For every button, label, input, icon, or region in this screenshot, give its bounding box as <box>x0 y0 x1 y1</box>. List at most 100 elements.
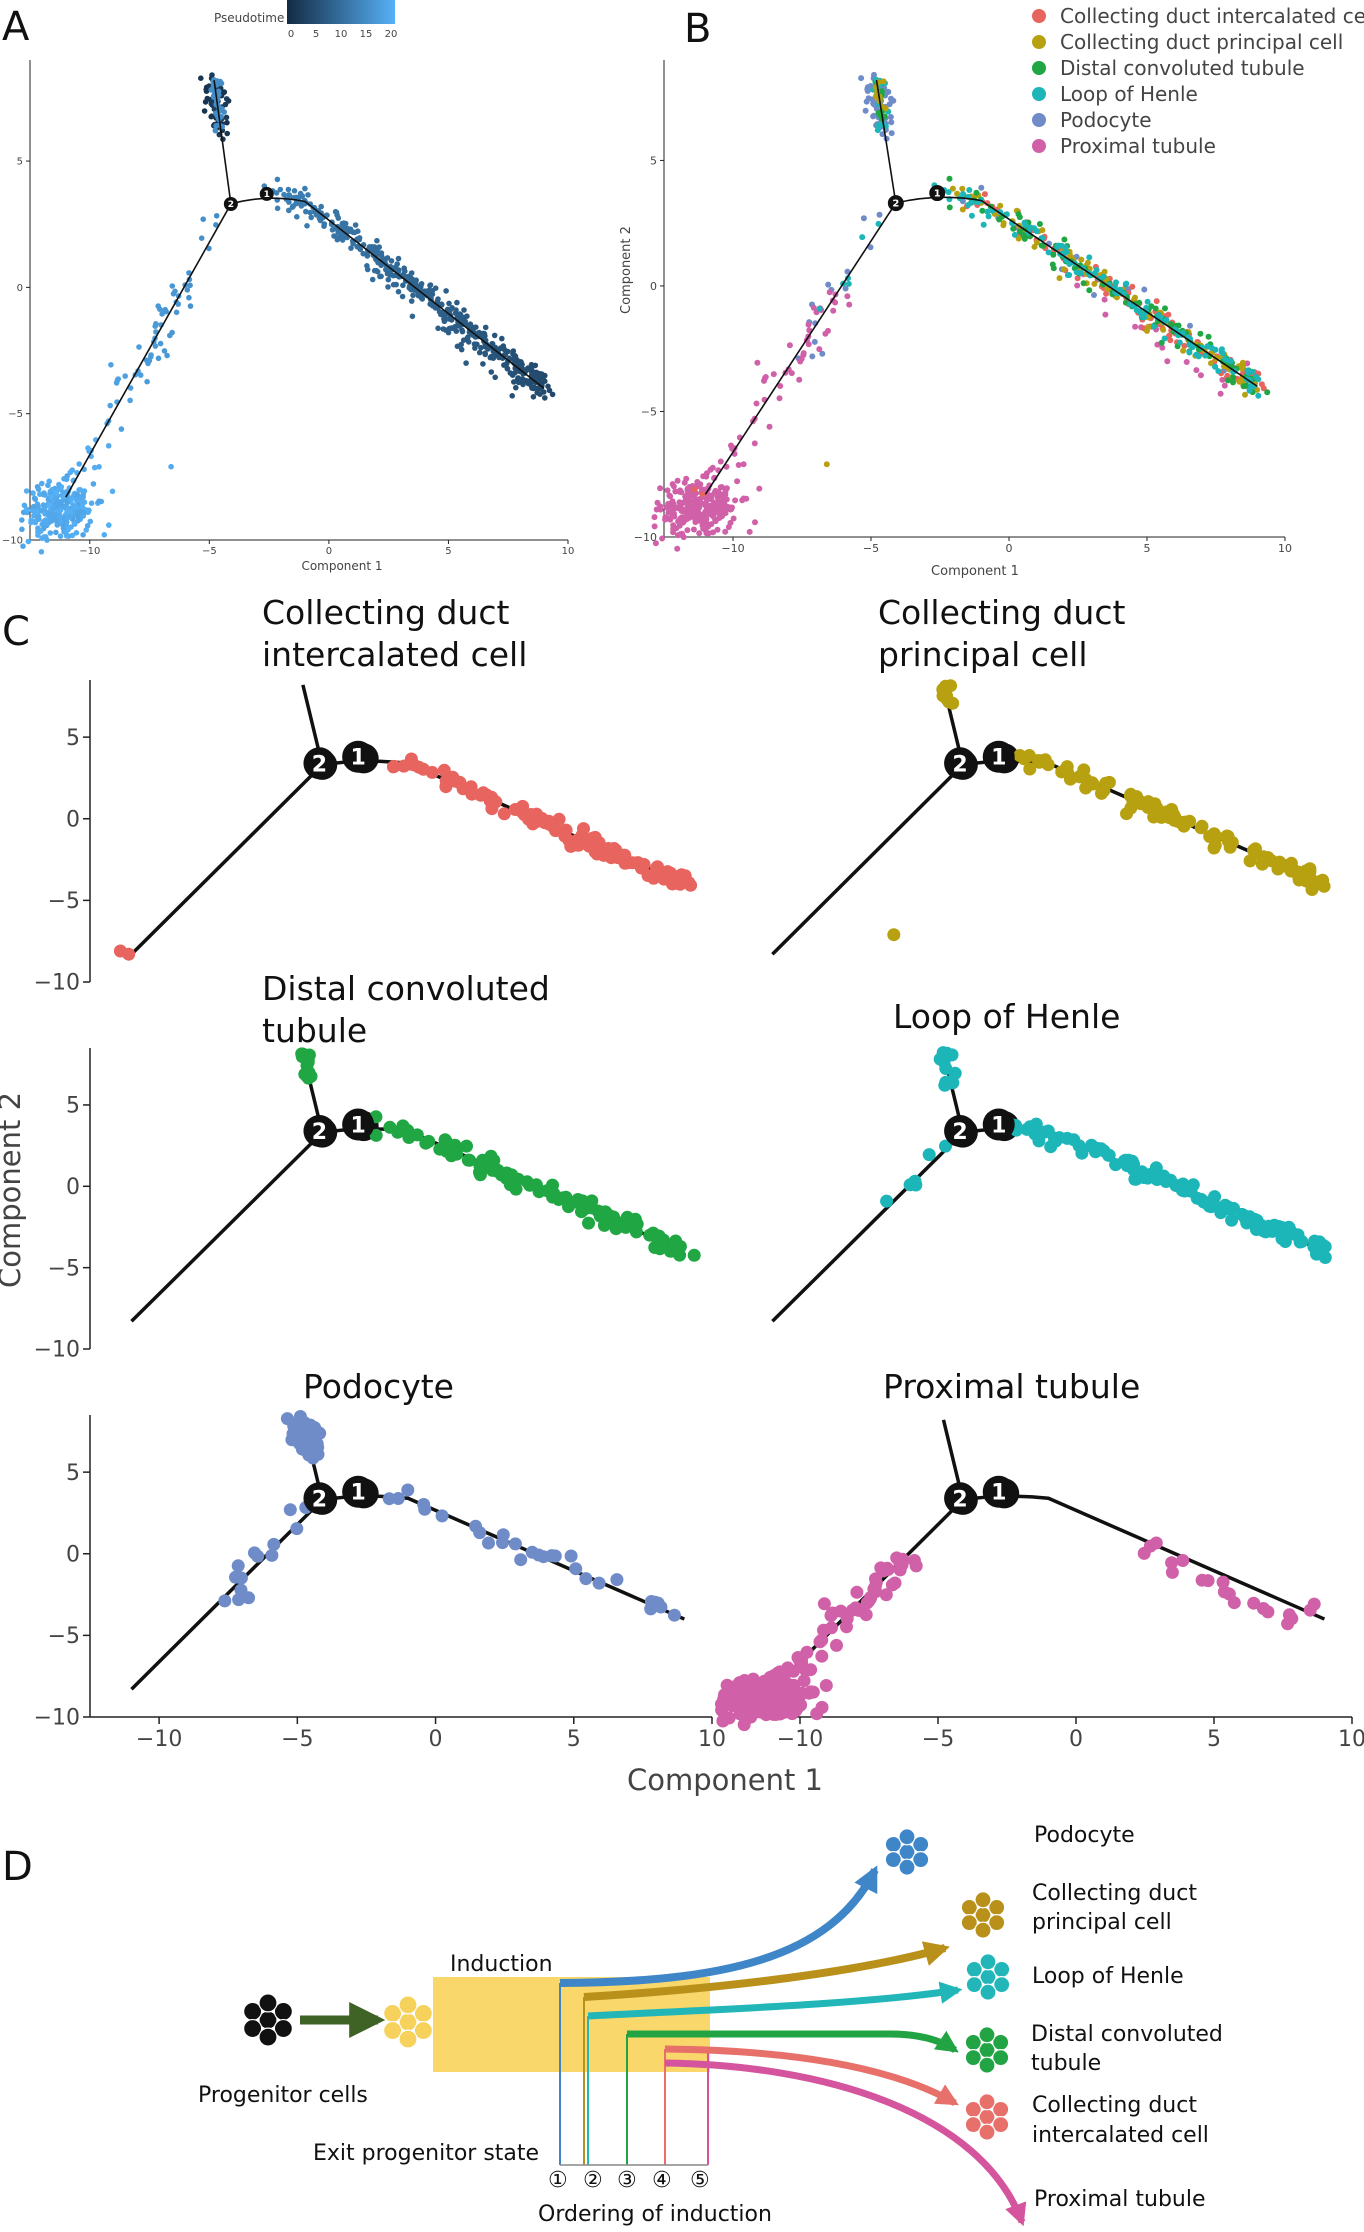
data-point <box>651 523 658 530</box>
x-tick-label: 5 <box>1207 1727 1221 1752</box>
data-point <box>35 503 41 510</box>
data-point <box>46 478 52 485</box>
branch-node-1 <box>982 740 1015 773</box>
data-point <box>528 366 535 372</box>
data-point <box>1221 382 1228 389</box>
branch-node-label: 2 <box>312 1487 327 1512</box>
data-point <box>1281 1617 1295 1631</box>
data-point <box>954 190 961 197</box>
data-point <box>157 340 164 347</box>
data-point <box>683 499 690 506</box>
data-point <box>670 500 677 507</box>
data-point <box>863 98 870 105</box>
cell <box>273 2018 293 2039</box>
cell <box>884 1850 902 1869</box>
data-point <box>1033 228 1040 235</box>
data-point <box>830 307 837 314</box>
data-point <box>720 1678 734 1692</box>
panel-d-diagram: Induction Progenitor cells Exit progenit… <box>198 1823 1223 2227</box>
trajectory-branch-up <box>875 79 897 204</box>
data-point <box>229 1570 242 1584</box>
data-point <box>106 522 112 528</box>
data-point <box>700 473 707 480</box>
y-tick-label: 5 <box>66 1461 80 1486</box>
cell <box>258 1993 278 2013</box>
data-point <box>410 292 416 299</box>
legend-swatch-cdp <box>1032 35 1046 49</box>
data-point <box>1015 235 1022 242</box>
data-point <box>443 288 449 294</box>
data-point <box>670 483 677 490</box>
data-point <box>360 250 367 257</box>
data-point <box>335 229 342 236</box>
data-point <box>1205 333 1212 340</box>
x-tick-label: 0 <box>1069 1727 1083 1752</box>
data-point <box>672 488 679 495</box>
data-point <box>170 291 177 297</box>
data-point <box>707 466 714 473</box>
data-point <box>1168 810 1182 824</box>
data-point <box>657 503 664 510</box>
data-point <box>48 493 55 500</box>
data-point <box>938 1078 952 1092</box>
data-point <box>231 1559 245 1573</box>
data-point <box>1225 1213 1239 1227</box>
data-point <box>1033 239 1040 246</box>
cell <box>988 1913 1006 1932</box>
data-point <box>1113 279 1119 286</box>
data-point <box>1197 372 1204 379</box>
panel-label-c: C <box>2 609 30 655</box>
legend-tick-label: 0 <box>288 29 294 40</box>
x-tick-label: −10 <box>136 1727 182 1752</box>
data-point <box>825 281 832 288</box>
data-point <box>734 478 741 485</box>
data-point <box>187 303 194 309</box>
data-point <box>382 1492 396 1506</box>
data-point <box>144 378 150 385</box>
data-point <box>64 499 70 506</box>
data-point <box>402 268 408 275</box>
data-point <box>374 237 380 244</box>
data-point <box>1208 360 1214 367</box>
data-point <box>435 325 441 332</box>
data-point <box>823 461 830 468</box>
data-point <box>307 209 313 216</box>
data-point <box>787 1664 800 1678</box>
data-point <box>800 350 807 357</box>
data-point <box>369 1128 383 1142</box>
data-point <box>224 119 230 126</box>
data-point <box>805 321 812 328</box>
data-point <box>1176 1183 1190 1197</box>
data-point <box>936 689 950 703</box>
data-point <box>684 485 691 492</box>
cell <box>258 2027 278 2047</box>
data-point <box>939 1139 952 1153</box>
data-point <box>1187 322 1193 329</box>
cell <box>398 1995 418 2015</box>
data-point <box>685 491 692 497</box>
data-point <box>217 78 223 85</box>
data-point <box>53 499 60 506</box>
cell <box>974 1891 992 1909</box>
data-point <box>922 1148 936 1162</box>
data-point <box>694 479 701 485</box>
data-point <box>1217 390 1224 397</box>
trajectory-branch-right <box>321 1494 686 1621</box>
data-point <box>1129 283 1136 290</box>
data-point <box>779 1681 793 1695</box>
data-point <box>730 515 737 522</box>
data-point <box>782 1692 796 1706</box>
x-tick-label: 10 <box>1278 542 1292 555</box>
data-point <box>1208 832 1222 846</box>
data-point <box>23 488 30 494</box>
data-point <box>1022 749 1036 762</box>
branch-node-2 <box>303 1114 336 1147</box>
data-point <box>528 361 535 368</box>
data-point <box>968 212 975 219</box>
data-point <box>425 765 439 779</box>
data-point <box>1249 842 1262 856</box>
facet-points <box>887 679 1331 942</box>
data-point <box>520 381 526 388</box>
data-point <box>746 528 753 535</box>
data-point <box>536 370 543 377</box>
